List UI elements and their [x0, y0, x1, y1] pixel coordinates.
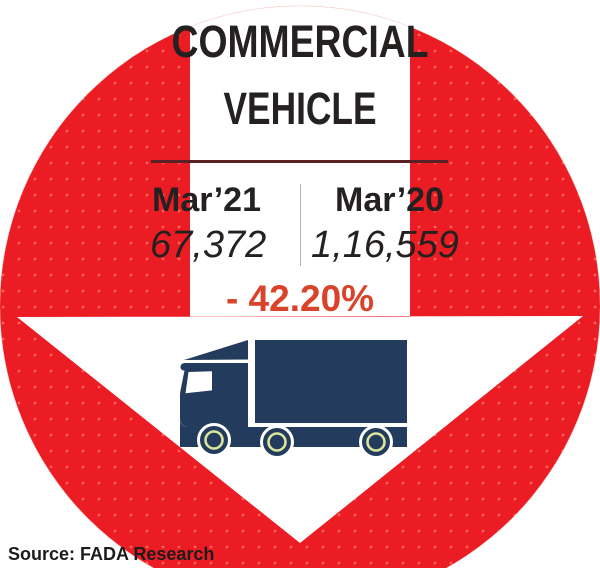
- svg-text:VEHICLE: VEHICLE: [224, 83, 377, 134]
- svg-text:COMMERCIAL: COMMERCIAL: [172, 16, 429, 67]
